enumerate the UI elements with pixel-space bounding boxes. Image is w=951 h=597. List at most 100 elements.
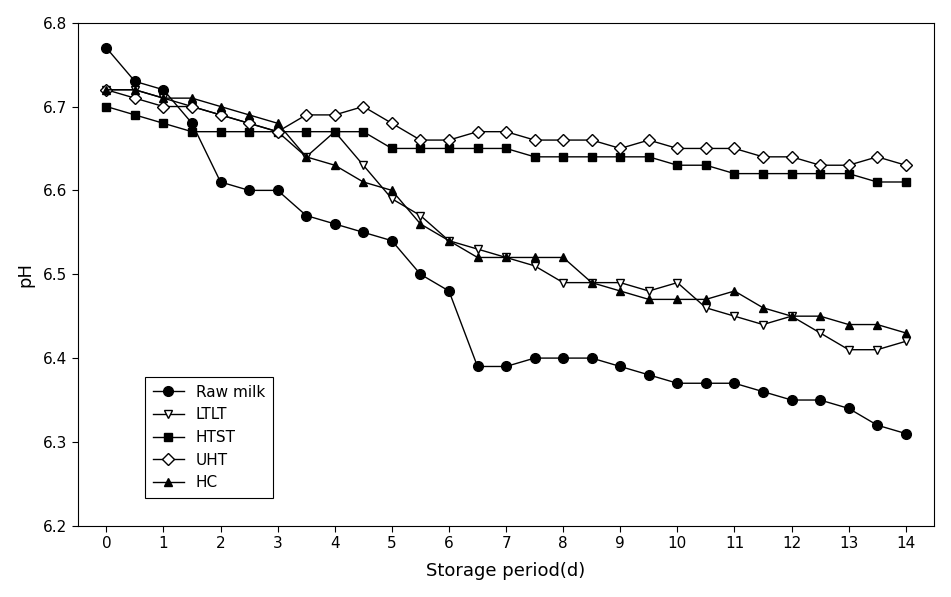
- Raw milk: [586, 355, 597, 362]
- UHT: [272, 128, 283, 136]
- Raw milk: [614, 363, 626, 370]
- Legend: Raw milk, LTLT, HTST, UHT, HC: Raw milk, LTLT, HTST, UHT, HC: [146, 377, 273, 498]
- HC: [272, 120, 283, 127]
- LTLT: [529, 262, 540, 269]
- LTLT: [329, 128, 340, 136]
- UHT: [386, 120, 398, 127]
- LTLT: [728, 313, 740, 320]
- Raw milk: [700, 380, 711, 387]
- HTST: [786, 170, 797, 177]
- Raw milk: [871, 421, 883, 429]
- Raw milk: [529, 355, 540, 362]
- HTST: [814, 170, 825, 177]
- Raw milk: [786, 396, 797, 404]
- UHT: [586, 137, 597, 144]
- X-axis label: Storage period(d): Storage period(d): [426, 562, 586, 580]
- HTST: [871, 179, 883, 186]
- Raw milk: [358, 229, 369, 236]
- LTLT: [671, 279, 683, 286]
- UHT: [529, 137, 540, 144]
- UHT: [786, 153, 797, 161]
- LTLT: [272, 128, 283, 136]
- Raw milk: [129, 78, 141, 85]
- HC: [586, 279, 597, 286]
- Raw milk: [843, 405, 854, 412]
- HC: [186, 94, 198, 101]
- HTST: [472, 145, 483, 152]
- Line: HTST: HTST: [102, 102, 910, 186]
- HTST: [843, 170, 854, 177]
- HTST: [728, 170, 740, 177]
- HC: [101, 86, 112, 93]
- Raw milk: [728, 380, 740, 387]
- LTLT: [101, 86, 112, 93]
- HTST: [215, 128, 226, 136]
- HC: [900, 330, 911, 337]
- HC: [443, 237, 455, 244]
- Y-axis label: pH: pH: [17, 261, 34, 287]
- UHT: [900, 162, 911, 169]
- HTST: [158, 120, 169, 127]
- HC: [843, 321, 854, 328]
- Raw milk: [671, 380, 683, 387]
- Line: HC: HC: [102, 85, 910, 337]
- HTST: [700, 162, 711, 169]
- LTLT: [129, 86, 141, 93]
- LTLT: [301, 153, 312, 161]
- LTLT: [415, 212, 426, 219]
- LTLT: [500, 254, 512, 261]
- Raw milk: [557, 355, 569, 362]
- Raw milk: [243, 187, 255, 194]
- HTST: [358, 128, 369, 136]
- HTST: [415, 145, 426, 152]
- HC: [472, 254, 483, 261]
- HC: [301, 153, 312, 161]
- UHT: [843, 162, 854, 169]
- HC: [643, 296, 654, 303]
- HC: [557, 254, 569, 261]
- Raw milk: [814, 396, 825, 404]
- HTST: [671, 162, 683, 169]
- HC: [814, 313, 825, 320]
- HC: [728, 287, 740, 294]
- UHT: [415, 137, 426, 144]
- UHT: [643, 137, 654, 144]
- LTLT: [557, 279, 569, 286]
- HC: [757, 304, 768, 312]
- HTST: [500, 145, 512, 152]
- HTST: [101, 103, 112, 110]
- UHT: [186, 103, 198, 110]
- Raw milk: [900, 430, 911, 437]
- UHT: [557, 137, 569, 144]
- HC: [529, 254, 540, 261]
- HTST: [129, 111, 141, 118]
- LTLT: [243, 120, 255, 127]
- HC: [700, 296, 711, 303]
- HTST: [329, 128, 340, 136]
- HC: [158, 94, 169, 101]
- HTST: [586, 153, 597, 161]
- UHT: [358, 103, 369, 110]
- UHT: [871, 153, 883, 161]
- Raw milk: [301, 212, 312, 219]
- Line: LTLT: LTLT: [102, 85, 910, 354]
- UHT: [614, 145, 626, 152]
- UHT: [158, 103, 169, 110]
- HC: [500, 254, 512, 261]
- Raw milk: [272, 187, 283, 194]
- Raw milk: [158, 86, 169, 93]
- HTST: [186, 128, 198, 136]
- UHT: [443, 137, 455, 144]
- LTLT: [871, 346, 883, 353]
- LTLT: [586, 279, 597, 286]
- LTLT: [700, 304, 711, 312]
- HTST: [614, 153, 626, 161]
- LTLT: [386, 195, 398, 202]
- Raw milk: [101, 44, 112, 51]
- LTLT: [786, 313, 797, 320]
- LTLT: [900, 338, 911, 345]
- UHT: [243, 120, 255, 127]
- LTLT: [158, 94, 169, 101]
- HC: [129, 86, 141, 93]
- HTST: [443, 145, 455, 152]
